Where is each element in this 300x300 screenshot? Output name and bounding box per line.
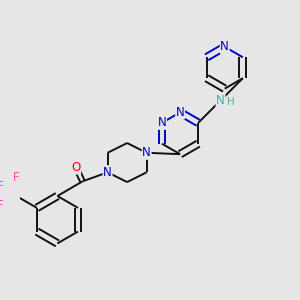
Text: F: F xyxy=(0,180,4,194)
Text: F: F xyxy=(13,171,20,184)
Text: N: N xyxy=(158,116,166,129)
Text: N: N xyxy=(142,146,151,159)
Text: F: F xyxy=(0,199,4,212)
Text: N: N xyxy=(216,94,225,107)
Text: O: O xyxy=(71,161,81,174)
Text: N: N xyxy=(176,106,184,119)
Text: N: N xyxy=(103,166,112,179)
Text: N: N xyxy=(220,40,229,53)
Text: H: H xyxy=(227,97,235,107)
